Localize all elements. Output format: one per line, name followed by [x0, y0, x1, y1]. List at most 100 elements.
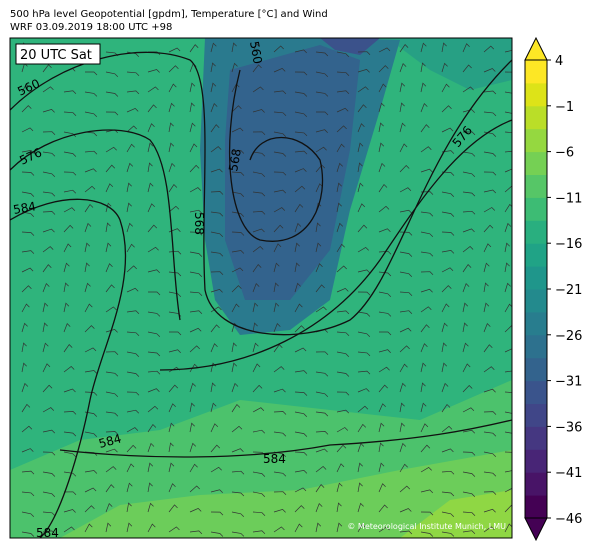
wind-barb [483, 68, 496, 73]
wind-barb [84, 262, 90, 273]
wind-barb [273, 526, 285, 533]
wind-barb [315, 242, 322, 253]
wind-barb [126, 331, 140, 337]
wind-barb [252, 228, 265, 233]
wind-barb [420, 288, 433, 293]
wind-barb [147, 224, 158, 233]
wind-barb [399, 209, 413, 214]
wind-barb [399, 143, 408, 153]
wind-barb [42, 384, 53, 393]
wind-barb [273, 224, 284, 233]
wind-barb [315, 448, 328, 453]
wind-barb [210, 271, 224, 275]
wind-barb [336, 243, 345, 253]
wind-barb [105, 71, 119, 78]
wind-barb [84, 347, 97, 353]
wind-barb [273, 431, 287, 437]
wind-barb [357, 462, 363, 473]
wind-barb [357, 203, 366, 213]
wind-barb [147, 69, 160, 73]
wind-barb [231, 362, 238, 373]
wind-barb [210, 489, 223, 494]
wind-barb [462, 191, 476, 197]
wind-barb [42, 302, 49, 313]
wind-barb [399, 187, 412, 193]
wind-barb [252, 151, 266, 157]
wind-barb [84, 487, 97, 493]
wind-barb [105, 448, 118, 453]
wind-barb [126, 243, 135, 253]
wind-barb [210, 124, 220, 133]
wind-barb [294, 71, 308, 76]
wind-barb [336, 391, 350, 396]
wind-barb [84, 111, 98, 118]
wind-barb [336, 125, 347, 133]
wind-barb [441, 231, 455, 236]
wind-barb [252, 384, 263, 393]
wind-barb [315, 306, 327, 313]
wind-barb [210, 531, 224, 537]
wind-barb [105, 242, 112, 253]
wind-barb [231, 448, 244, 453]
wind-barb [399, 485, 411, 493]
wind-barb [399, 62, 407, 73]
temp-field [225, 45, 360, 300]
colorbar-tick-label: −1 [555, 100, 574, 115]
wind-barb [315, 284, 325, 293]
wind-barb [273, 366, 285, 373]
wind-barb [399, 422, 405, 433]
wind-barb [189, 363, 198, 373]
wind-barb [126, 90, 140, 95]
wind-barb [21, 531, 35, 537]
wind-barb [21, 127, 34, 133]
wind-barb [399, 310, 413, 314]
wind-barb [189, 164, 200, 173]
wind-barb [84, 168, 97, 173]
colorbar-tick-label: −31 [555, 375, 582, 390]
contour-label: 560 [247, 40, 265, 65]
wind-barb [42, 363, 51, 373]
wind-barb [105, 183, 114, 193]
colorbar-band [525, 380, 547, 404]
wind-barb [504, 111, 512, 114]
wind-barb [357, 224, 368, 233]
wind-barb [399, 164, 410, 173]
wind-barb [189, 82, 196, 93]
wind-barb [462, 451, 476, 456]
wind-barb [462, 342, 469, 353]
wind-barb [210, 191, 224, 195]
wind-barb [483, 171, 497, 176]
wind-barb [21, 448, 34, 453]
wind-barb [420, 231, 434, 238]
wind-barb [126, 522, 133, 533]
wind-barb [441, 425, 453, 433]
wind-barb [84, 203, 94, 213]
wind-barb [294, 347, 307, 353]
wind-barb [63, 131, 77, 137]
wind-barb [420, 124, 430, 133]
wind-barb [84, 431, 98, 437]
wind-barb [21, 470, 35, 475]
wind-barb [420, 306, 432, 313]
colorbar-tick-label: −16 [555, 237, 582, 252]
wind-barb [378, 122, 384, 133]
subtitle: WRF 03.09.2019 18:00 UTC +98 [10, 22, 172, 33]
wind-barb [294, 451, 308, 456]
wind-barb [84, 325, 95, 333]
wind-barb [126, 143, 135, 153]
colorbar-tick-label: 4 [555, 54, 563, 69]
wind-barb [169, 331, 182, 336]
wind-barb [105, 164, 116, 173]
wind-barb [63, 224, 74, 233]
wind-barb [21, 491, 35, 497]
wind-barb [252, 264, 262, 273]
wind-barb [357, 182, 364, 193]
wind-barb [42, 264, 52, 273]
wind-barb [399, 382, 406, 393]
wind-barb [294, 505, 305, 513]
wind-barb [210, 402, 217, 413]
wind-barb [273, 491, 287, 495]
wind-barb [273, 302, 280, 313]
wind-barb [42, 282, 50, 293]
